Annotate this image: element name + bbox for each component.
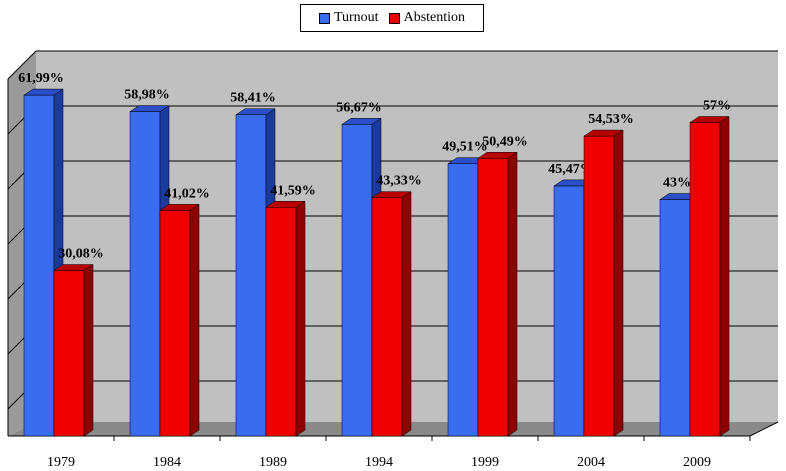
bar-turnout — [447, 163, 479, 437]
bar-side — [613, 129, 624, 437]
x-tick-label: 1979 — [47, 455, 75, 470]
data-label: 58,41% — [230, 91, 276, 106]
bar-turnout — [553, 185, 585, 437]
bar-top — [371, 191, 412, 198]
data-label: 50,49% — [482, 134, 528, 149]
legend-label-abstention: Abstention — [403, 10, 466, 25]
bar-turnout — [235, 114, 267, 437]
bar-side — [401, 191, 412, 437]
bar-top — [23, 88, 64, 96]
data-label: 56,67% — [336, 100, 382, 115]
data-label: 54,53% — [588, 112, 634, 127]
bar-turnout — [23, 94, 55, 437]
bar-side — [719, 116, 730, 437]
data-label: 61,99% — [18, 71, 64, 86]
legend-entry-abstention: Abstention — [388, 10, 466, 26]
bar-abstention — [159, 210, 191, 437]
x-tick-label: 2004 — [577, 455, 605, 470]
bar-top — [53, 264, 94, 271]
x-tick-label: 1999 — [471, 455, 499, 470]
bar-top — [689, 116, 730, 123]
data-label: 57% — [703, 99, 731, 114]
bar-top — [159, 204, 200, 211]
x-tick-label: 1989 — [259, 455, 287, 470]
data-label: 43% — [663, 176, 691, 191]
bar-side — [295, 200, 306, 437]
data-label: 58,98% — [124, 88, 170, 103]
gridline-side — [7, 50, 37, 80]
data-label: 41,02% — [164, 186, 210, 201]
bar-top — [583, 129, 624, 137]
data-label: 49,51% — [442, 140, 488, 155]
data-label: 43,33% — [376, 174, 422, 189]
bar-top — [477, 152, 518, 159]
bar-abstention — [689, 122, 721, 437]
bar-abstention — [477, 158, 509, 437]
bar-turnout — [659, 199, 691, 437]
bar-abstention — [583, 135, 615, 437]
x-tick-label: 1984 — [153, 455, 181, 470]
legend-entry-turnout: Turnout — [318, 10, 379, 26]
x-axis-depth — [749, 421, 779, 437]
data-label: 41,59% — [270, 183, 316, 198]
bar-abstention — [371, 197, 403, 437]
data-label: 30,08% — [58, 247, 104, 262]
legend-label-turnout: Turnout — [333, 10, 379, 25]
bar-top — [341, 118, 382, 125]
data-label: 45,47% — [548, 162, 594, 177]
bar-top — [235, 108, 276, 115]
bar-side — [189, 203, 200, 437]
bar-turnout — [341, 124, 373, 437]
x-tick-label: 1994 — [365, 455, 393, 470]
bar-top — [129, 105, 170, 112]
bar-abstention — [265, 207, 297, 437]
legend-swatch-turnout — [318, 12, 330, 24]
bar-turnout — [129, 111, 161, 437]
bar-side — [507, 151, 518, 437]
bar-abstention — [53, 270, 85, 437]
legend-swatch-abstention — [388, 12, 400, 24]
x-tick-label: 2009 — [683, 455, 711, 470]
bar-top — [265, 201, 306, 208]
chart-legend: Turnout Abstention — [300, 4, 484, 32]
bar-side — [83, 264, 94, 437]
